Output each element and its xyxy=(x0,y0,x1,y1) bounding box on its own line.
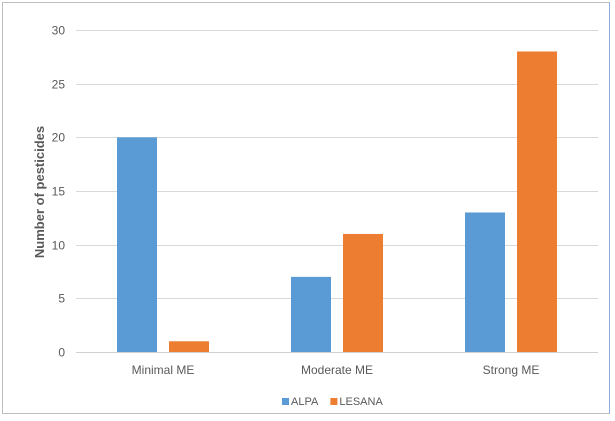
y-tick-label: 15 xyxy=(52,185,66,199)
bar-lesana-strong-me xyxy=(517,51,557,352)
legend-item-alpa: ALPA xyxy=(282,396,319,408)
bar-alpa-strong-me xyxy=(465,212,505,352)
y-tick-label: 25 xyxy=(52,78,66,92)
bar-alpa-minimal-me xyxy=(117,137,157,352)
x-axis-ticks: Minimal ME Moderate ME Strong ME xyxy=(132,363,540,377)
gridlines xyxy=(76,30,598,353)
x-tick-label: Moderate ME xyxy=(301,363,373,377)
legend: ALPA LESANA xyxy=(282,396,383,408)
legend-label: ALPA xyxy=(291,396,319,408)
legend-swatch xyxy=(282,398,289,405)
y-tick-label: 5 xyxy=(58,292,65,306)
x-tick-label: Minimal ME xyxy=(132,363,195,377)
legend-item-lesana: LESANA xyxy=(330,396,383,408)
y-tick-label: 20 xyxy=(52,131,66,145)
bars xyxy=(117,51,557,352)
y-tick-label: 10 xyxy=(52,239,66,253)
legend-swatch xyxy=(330,398,338,405)
y-tick-label: 30 xyxy=(52,24,66,38)
bar-lesana-minimal-me xyxy=(169,341,209,352)
legend-label: LESANA xyxy=(339,396,383,408)
y-axis-ticks: 0 5 10 15 20 25 30 xyxy=(52,24,66,360)
y-tick-label: 0 xyxy=(58,346,65,360)
bar-lesana-moderate-me xyxy=(343,233,383,352)
bar-alpa-moderate-me xyxy=(291,276,331,352)
x-tick-label: Strong ME xyxy=(483,363,540,377)
y-axis-title: Number of pesticides xyxy=(32,126,47,258)
